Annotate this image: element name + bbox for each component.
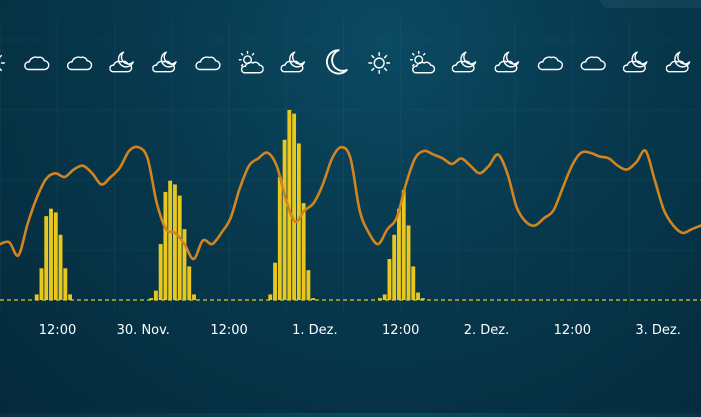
panel-tab (600, 0, 701, 8)
weather-icon-row (0, 49, 691, 75)
bar (406, 225, 411, 300)
bar (392, 234, 397, 300)
x-tick-label: 3. Dez. (635, 323, 681, 338)
x-tick-label: 12:00 (382, 323, 419, 338)
sun-cloud-icon (238, 50, 264, 74)
bar (420, 298, 425, 300)
bar (382, 294, 387, 300)
cloud-moon-icon (623, 51, 648, 73)
bar (177, 195, 182, 300)
cloud-moon-icon (451, 51, 477, 73)
bar (68, 294, 72, 300)
bar (44, 216, 49, 300)
bar (163, 191, 168, 300)
x-tick-label: 12:00 (39, 323, 76, 338)
bar (53, 212, 58, 300)
bar (158, 244, 163, 300)
bar (58, 234, 63, 300)
cloud-moon-icon (280, 51, 306, 73)
bar (287, 109, 292, 300)
cloud-icon (580, 56, 606, 71)
bar (277, 177, 282, 300)
bar (182, 229, 187, 300)
bar (397, 208, 401, 300)
bar (377, 298, 382, 300)
cloud-icon (537, 56, 564, 71)
cloud-icon (24, 56, 50, 71)
bar (292, 113, 297, 300)
bar (192, 294, 196, 300)
cloud-moon-icon (109, 51, 134, 73)
sun-cloud-icon (409, 50, 435, 74)
x-tick-label: 12:00 (554, 323, 591, 338)
bar (173, 184, 177, 300)
bar (416, 292, 420, 300)
bar (49, 208, 53, 300)
bar (187, 266, 192, 300)
bar (34, 294, 39, 300)
x-axis: 12:00 30. Nov. 12:00 1. Dez. 12:00 2. Dez. 12:… (39, 323, 681, 338)
x-tick-label: 12:00 (210, 323, 247, 338)
x-tick-label: 1. Dez. (292, 323, 338, 338)
bar (282, 139, 287, 300)
cloud-moon-icon (665, 51, 691, 73)
bar (63, 268, 68, 300)
sun-icon (368, 52, 391, 74)
cloud-icon (195, 56, 221, 71)
bar (168, 180, 173, 300)
cloud-moon-icon (152, 51, 177, 73)
bar (311, 298, 316, 300)
cloud-icon (66, 56, 93, 71)
bar (149, 298, 154, 300)
bar (411, 266, 416, 300)
bar (153, 290, 158, 300)
bar (268, 294, 273, 300)
bar (273, 262, 277, 300)
bar (387, 259, 392, 300)
grid (0, 20, 701, 310)
bar-series (34, 109, 425, 300)
x-tick-label: 30. Nov. (117, 323, 170, 338)
line-series (0, 145, 701, 261)
bar (39, 268, 44, 300)
x-tick-label: 2. Dez. (464, 323, 510, 338)
bar (301, 203, 306, 300)
bar (306, 270, 311, 300)
bar (401, 190, 406, 300)
bar (296, 143, 301, 300)
